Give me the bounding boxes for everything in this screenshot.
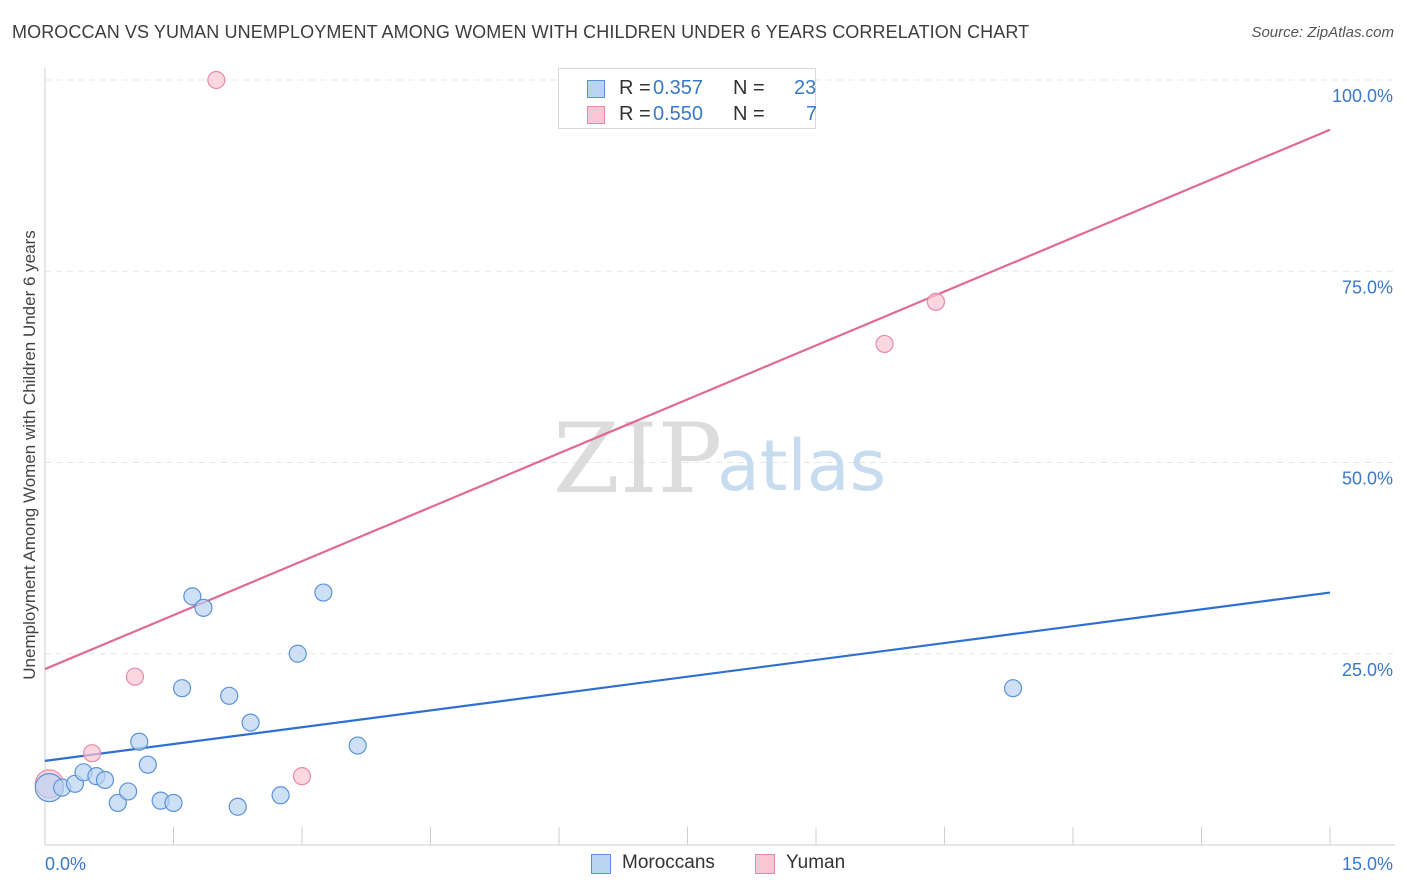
moroccans-point	[1003, 679, 1023, 698]
source-label: Source: ZipAtlas.com	[1251, 24, 1394, 41]
r-label: R =	[619, 77, 651, 99]
yuman-point	[292, 767, 312, 786]
tick-labels: 25.0% 50.0% 75.0% 100.0% 0.0% 15.0%	[45, 86, 1393, 874]
y-axis-label: Unemployment Among Women with Children U…	[20, 230, 39, 679]
yuman-swatch	[587, 106, 605, 124]
yuman-trend-line	[44, 128, 1331, 671]
r-value: 0.550	[653, 103, 704, 125]
yuman-point	[125, 667, 145, 686]
moroccans-point	[164, 793, 183, 813]
y-tick-label: 75.0%	[1342, 277, 1393, 297]
moroccans-point	[228, 797, 247, 816]
yuman-legend-label: Yuman	[786, 852, 846, 873]
moroccans-legend-label: Moroccans	[622, 852, 715, 873]
yuman-point	[875, 334, 894, 354]
moroccans-point	[241, 713, 260, 732]
x-tick-label: 15.0%	[1342, 854, 1393, 874]
watermark-atlas: atlas	[717, 425, 886, 507]
moroccans-point	[220, 686, 239, 705]
data-points	[34, 70, 1023, 816]
moroccans-point	[130, 732, 149, 751]
moroccans-trend-line	[44, 591, 1331, 762]
chart-title: MOROCCAN VS YUMAN UNEMPLOYMENT AMONG WOM…	[12, 22, 1030, 42]
y-tick-label: 25.0%	[1342, 660, 1393, 680]
moroccans-point	[348, 736, 367, 755]
moroccans-legend-swatch	[591, 854, 611, 874]
moroccans-point	[95, 770, 115, 790]
moroccans-point	[108, 793, 127, 813]
grid-layer	[45, 79, 1395, 655]
moroccans-point	[194, 598, 213, 617]
r-label: R =	[619, 103, 651, 125]
yuman-point	[926, 292, 946, 311]
moroccans-point	[172, 679, 192, 698]
n-value: 23	[794, 77, 817, 99]
yuman-legend-swatch	[755, 854, 775, 874]
moroccans-point	[138, 755, 157, 774]
n-label: N =	[733, 77, 765, 99]
r-value: 0.357	[653, 77, 704, 99]
moroccans-point	[271, 786, 290, 805]
n-label: N =	[733, 103, 765, 125]
moroccans-swatch	[587, 80, 605, 98]
trend-lines	[44, 128, 1331, 762]
y-tick-label: 100.0%	[1332, 86, 1393, 106]
axis-layer	[44, 68, 1395, 846]
yuman-point	[207, 70, 226, 90]
y-tick-label: 50.0%	[1342, 469, 1393, 489]
moroccans-point	[314, 583, 333, 602]
x-tick-label: 0.0%	[45, 854, 86, 874]
moroccans-point	[183, 587, 202, 606]
yuman-point	[83, 744, 102, 763]
moroccans-point	[118, 782, 138, 801]
stats-legend: R = 0.357 N = 23 R = 0.550 N = 7	[558, 68, 818, 129]
n-value: 7	[806, 103, 818, 125]
moroccans-point	[288, 644, 307, 663]
watermark-zip: ZIP	[553, 403, 722, 515]
